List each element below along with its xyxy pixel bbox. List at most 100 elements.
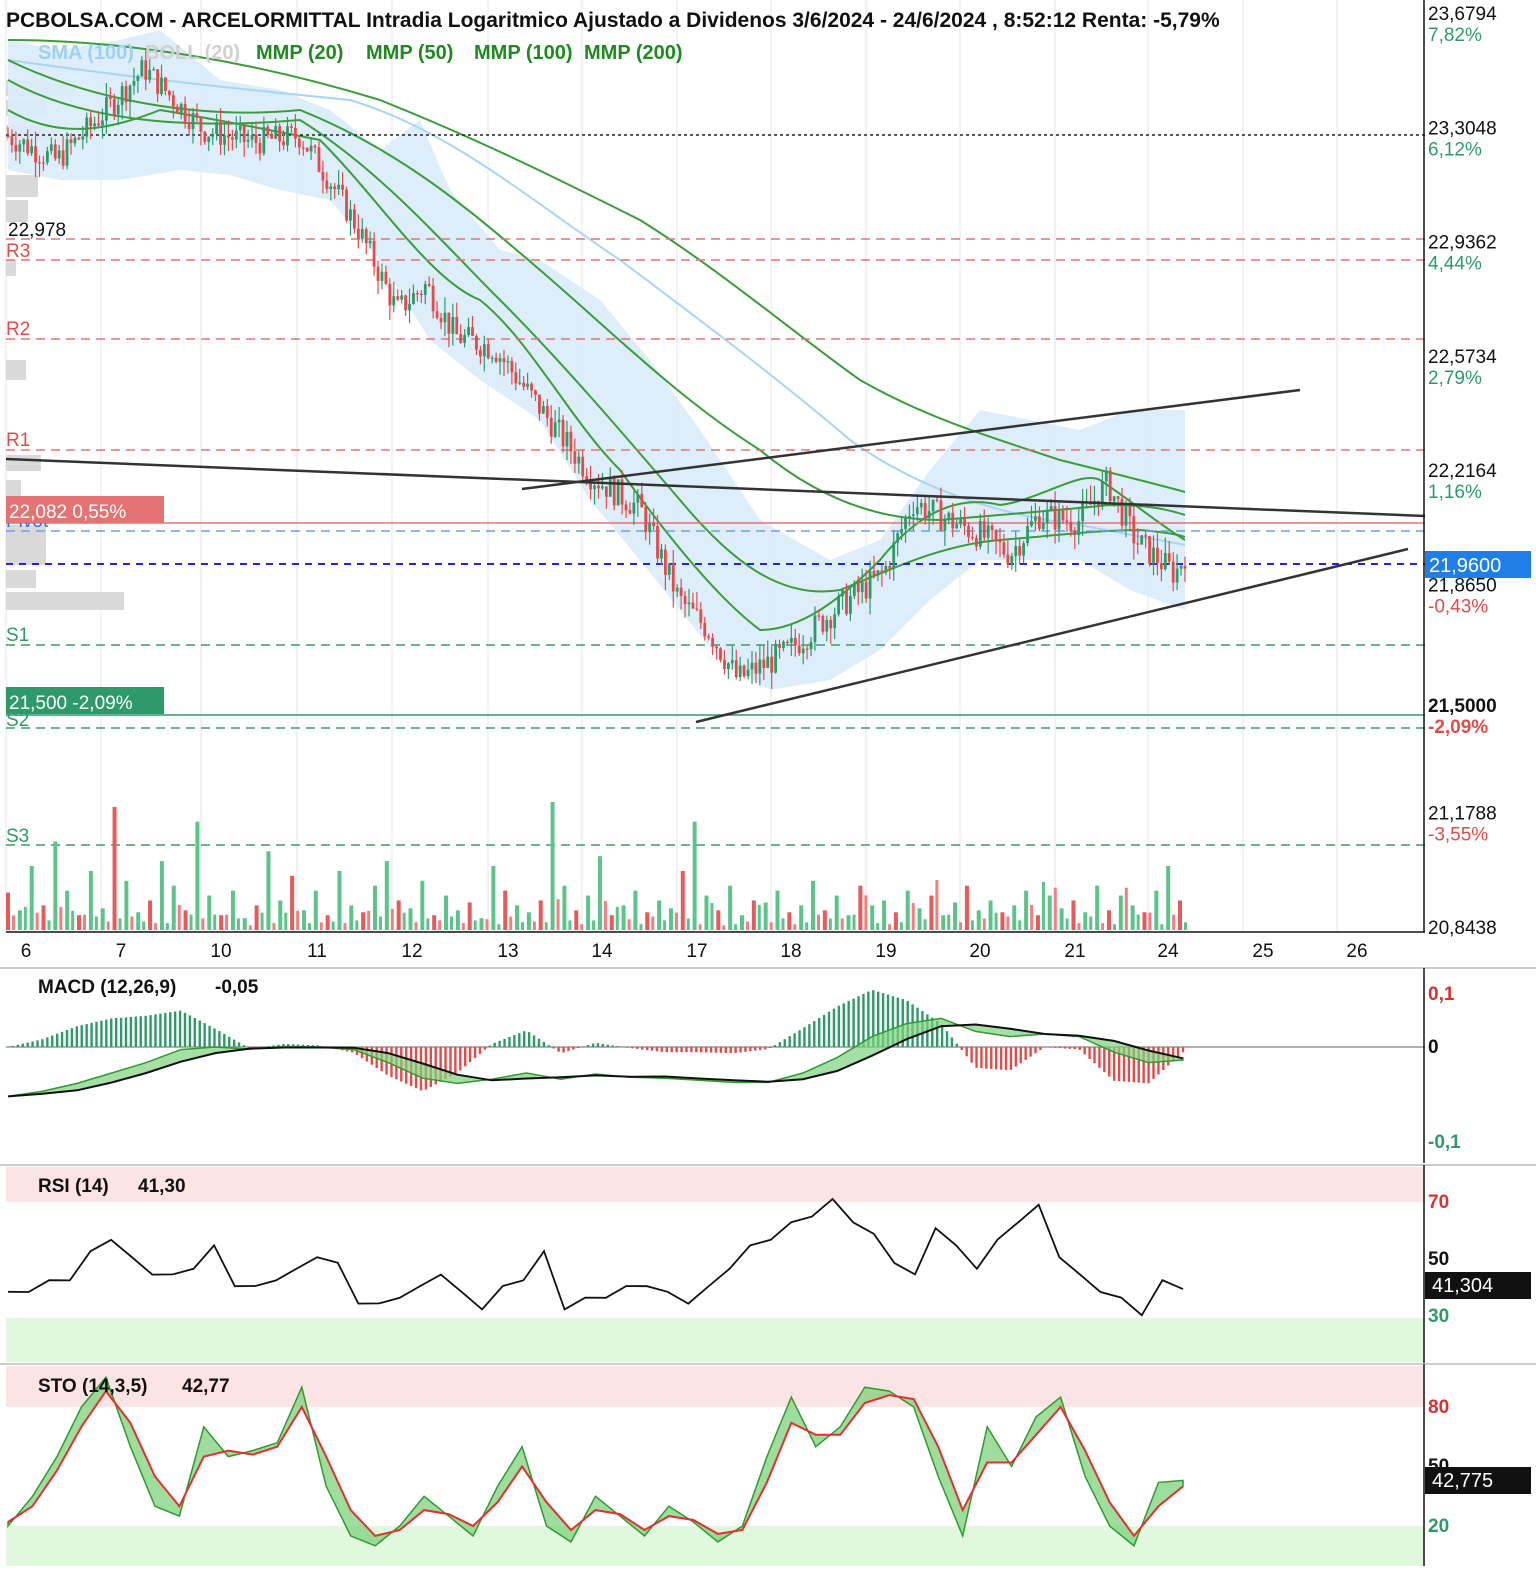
volume-bar [1184,922,1187,930]
candle-body [388,284,391,306]
candle-body [278,126,281,141]
sto-panel: STO (14,3,5) 42,77 80 50 20 42,775 [0,1364,1536,1566]
macd-hist-bar [813,1021,815,1047]
volume-bar [645,912,649,930]
volume-bar [302,910,306,930]
candle-body [825,620,828,632]
candle-body [999,540,1002,542]
macd-hist-bar [105,1020,107,1047]
macd-hist-bar [631,1047,633,1048]
macd-hist-bar [267,1046,269,1047]
volume-bar [657,900,661,930]
x-tick-label: 14 [591,941,613,962]
candle-body [566,432,569,446]
candle-body [1026,526,1029,543]
candle-body [1148,536,1151,564]
macd-hist-bar [154,1014,156,1047]
macd-hist-bar [690,1047,692,1052]
macd-hist-bar [1103,1047,1105,1072]
price-pct-label: -2,09% [1428,717,1488,738]
rsi-tick-70: 70 [1428,1192,1449,1213]
volume-bar [835,896,839,930]
volume-bar [272,923,275,930]
macd-hist-bar [985,1047,987,1069]
macd-hist-bar [808,1024,810,1047]
candle-body [286,126,289,145]
volume-bar [379,917,382,930]
volume-bar [1107,910,1111,930]
candle-body [133,81,136,86]
macd-hist-bar [503,1039,505,1047]
candle-body [42,162,45,163]
candle-body [664,550,667,575]
candle-body [861,582,864,592]
macd-hist-bar [646,1047,648,1050]
volume-bar [562,886,566,930]
candle-body [121,86,124,105]
macd-hist-bar [592,1044,594,1047]
volume-bar [1066,918,1069,930]
candle-body [1168,553,1171,562]
volume-bar [101,908,105,930]
volume-bar [148,900,152,930]
candle-body [471,327,474,336]
marker-red-text: 22,082 0,55% [9,502,126,523]
volume-bar [343,923,346,930]
candle-body [1164,553,1167,569]
macd-hist-bar [671,1047,673,1052]
candle-body [1125,506,1128,525]
candle-body [400,295,403,299]
volume-bar [912,903,915,930]
macd-hist-bar [602,1044,604,1047]
volume-bar [1131,905,1135,930]
volume-bar [397,900,401,930]
macd-hist-bar [538,1039,540,1047]
candle-body [1046,510,1049,523]
candle-body [1006,555,1009,565]
candle-body [680,588,683,596]
macd-hist-bar [779,1042,781,1047]
volume-bar [409,908,413,930]
candle-body [349,209,352,220]
candle-body [979,521,982,547]
candle-body [731,660,734,663]
volume-bar [355,920,358,930]
macd-hist-bar [184,1013,186,1047]
macd-hist-bar [110,1018,112,1047]
candle-body [1077,521,1080,535]
candle-body [325,180,328,189]
macd-tick-top: 0,1 [1428,984,1455,1005]
candle-body [699,609,702,622]
volume-bar [456,910,460,930]
macd-hist-bar [164,1013,166,1047]
volume-bar [308,923,311,930]
macd-hist-bar [203,1023,205,1047]
volume-bar [876,923,879,930]
candle-body [723,660,726,669]
macd-hist-bar [729,1047,731,1053]
macd-hist-bar [513,1035,515,1047]
candle-body [180,104,183,113]
macd-hist-bar [970,1047,972,1063]
candle-body [711,638,714,647]
macd-hist-bar [189,1015,191,1047]
volume-bar [989,900,993,930]
candle-body [849,596,852,614]
volume-bar [426,918,429,930]
volume-bar [432,915,436,930]
candle-body [782,642,785,648]
candle-body [1180,566,1183,569]
volume-bar [805,922,808,930]
candle-body [137,76,140,81]
macd-hist-bar [494,1043,496,1047]
candle-body [940,500,943,530]
volume-bar [255,905,259,930]
volume-bar [1125,888,1128,930]
candle-body [1050,506,1053,510]
x-tick-label: 21 [1064,941,1085,962]
candle-body [207,137,210,142]
candle-body [1062,509,1065,520]
macd-hist-bar [125,1017,127,1047]
macd-hist-bar [1177,1047,1179,1057]
candle-body [459,334,462,343]
